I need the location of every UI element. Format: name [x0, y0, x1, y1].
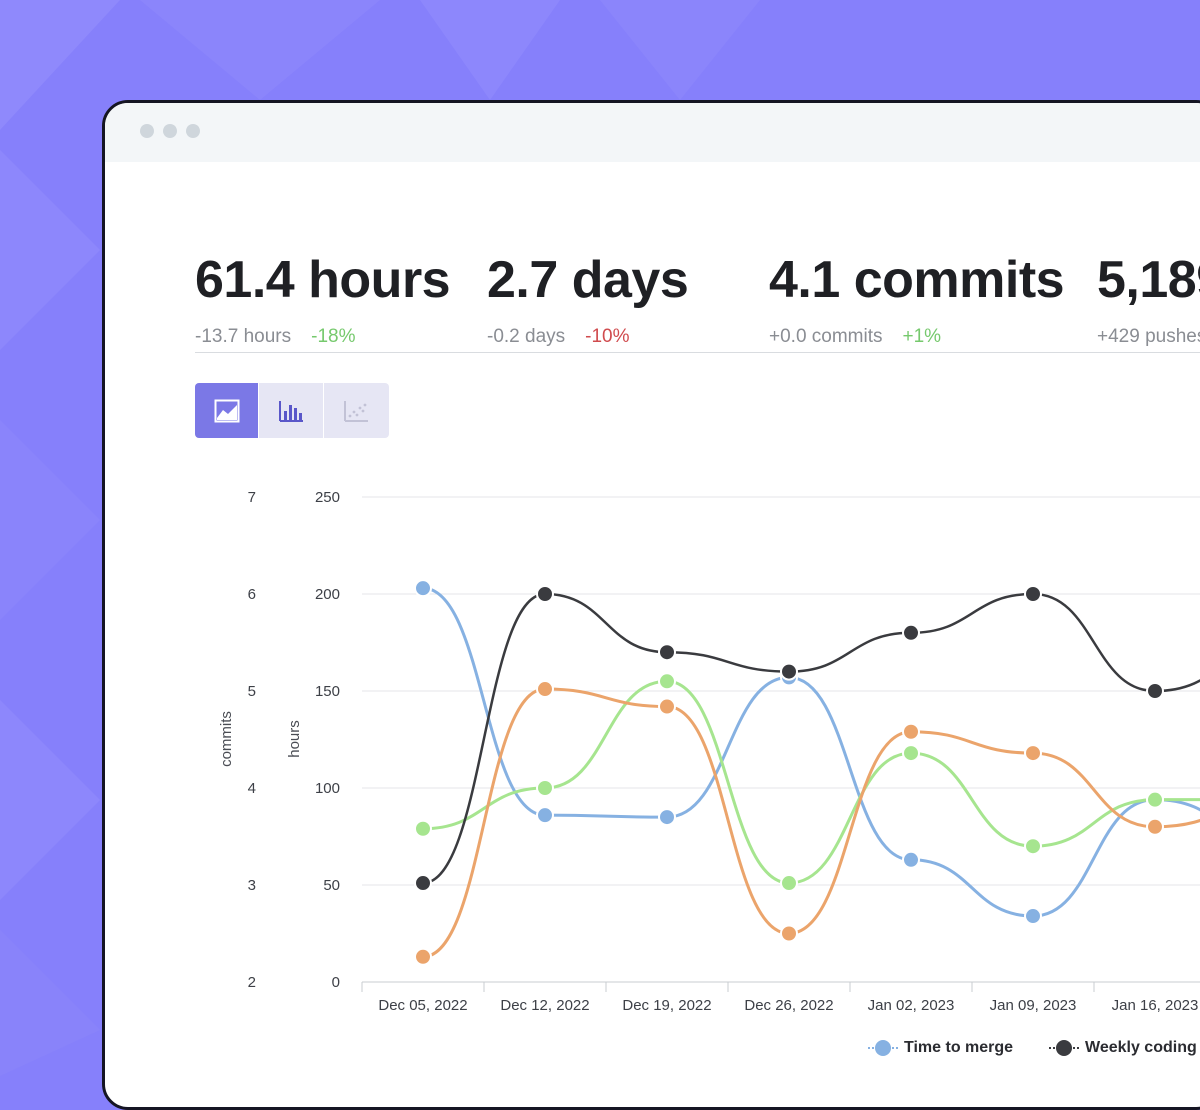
- x-tick-label: Dec 12, 2022: [500, 997, 589, 1014]
- y-tick-label-hours: 150: [315, 683, 340, 700]
- stat-delta-row: -0.2 days -10%: [487, 326, 630, 348]
- stat-pushes: 5,189 +429 pushes: [1097, 246, 1200, 347]
- data-point: [414, 579, 432, 598]
- data-point: [1146, 790, 1164, 809]
- y-tick-label-commits: 2: [248, 974, 256, 991]
- data-point: [414, 947, 432, 966]
- data-point: [780, 662, 798, 681]
- line-chart: 250 200 150 100 50 0 7 6 5 4 3 2 Dec 05, 2022 Dec 12,…: [218, 489, 1200, 1014]
- y-tick-label-commits: 6: [248, 586, 256, 603]
- stat-percent: -10%: [585, 326, 630, 347]
- browser-window: 61.4 hours -13.7 hours -18% 2.7 days -0.2…: [102, 100, 1200, 1110]
- x-tick-label: Dec 26, 2022: [744, 997, 833, 1014]
- y-tick-label-hours: 0: [332, 974, 340, 991]
- scatter-chart-icon: [343, 400, 368, 422]
- y-tick-label-hours: 50: [323, 877, 340, 894]
- data-point: [902, 722, 920, 741]
- y-axis-title-commits: commits: [218, 711, 235, 767]
- window-dot-icon: [186, 124, 200, 138]
- scatter-chart-button[interactable]: [324, 383, 387, 438]
- data-point: [902, 744, 920, 763]
- y-tick-label-hours: 250: [315, 489, 340, 506]
- data-point: [1024, 744, 1042, 763]
- data-point: [1024, 585, 1042, 603]
- data-point: [902, 623, 920, 642]
- stat-delta: +0.0 commits: [769, 326, 883, 347]
- stat-percent: +1%: [902, 326, 942, 347]
- series-line: [421, 687, 1200, 959]
- data-point: [902, 850, 920, 869]
- window-dot-icon: [163, 124, 177, 138]
- y-axis-title-hours: hours: [286, 720, 303, 758]
- data-point: [414, 874, 432, 893]
- stat-commits: 4.1 commits +0.0 commits +1%: [769, 246, 1065, 347]
- stat-delta: -13.7 hours: [195, 326, 292, 347]
- dashboard-content: 61.4 hours -13.7 hours -18% 2.7 days -0.2…: [105, 103, 1200, 1076]
- series-line: [421, 586, 1200, 918]
- window-titlebar: [105, 103, 1200, 162]
- series-line: [421, 592, 1200, 885]
- background-pattern: [0, 0, 1200, 1076]
- stat-value: 5,189: [1097, 251, 1200, 309]
- data-point: [1024, 907, 1042, 926]
- bar-chart-icon: [278, 400, 303, 422]
- x-tick-label: Dec 19, 2022: [622, 997, 711, 1014]
- data-point: [536, 680, 554, 699]
- toggle-divider: [323, 383, 324, 438]
- stat-percent: -18%: [311, 326, 356, 347]
- chart-type-toggle: [195, 383, 389, 438]
- legend-marker-icon: [1049, 1038, 1079, 1058]
- stat-value: 61.4 hours: [195, 251, 451, 309]
- data-point: [658, 672, 676, 691]
- series-line: [421, 679, 1200, 885]
- data-point: [414, 819, 432, 838]
- stat-delta: +429 pushes: [1097, 326, 1200, 347]
- stat-delta-row: +429 pushes: [1097, 326, 1200, 348]
- y-tick-label-commits: 4: [248, 780, 256, 797]
- x-tick-label: Dec 05, 2022: [378, 997, 467, 1014]
- stat-time-to-merge: 61.4 hours -13.7 hours -18%: [195, 246, 451, 347]
- y-tick-label-hours: 200: [315, 586, 340, 603]
- toggle-divider: [258, 383, 259, 438]
- data-point: [780, 924, 798, 943]
- legend-item-weekly-coding[interactable]: Weekly coding: [1049, 1038, 1197, 1058]
- x-tick-label: Jan 16, 2023: [1112, 997, 1199, 1014]
- stat-value: 4.1 commits: [769, 251, 1065, 309]
- data-point: [1146, 682, 1164, 700]
- area-chart-button[interactable]: [195, 383, 258, 438]
- x-tick-label: Jan 09, 2023: [990, 997, 1077, 1014]
- y-tick-label-hours: 100: [315, 780, 340, 797]
- data-point: [1146, 817, 1164, 836]
- data-point: [536, 585, 554, 603]
- stat-delta-row: -13.7 hours -18%: [195, 326, 355, 348]
- window-dot-icon: [140, 124, 154, 138]
- bar-chart-button[interactable]: [259, 383, 322, 438]
- data-point: [658, 697, 676, 716]
- x-tick-label: Jan 02, 2023: [868, 997, 955, 1014]
- stats-divider: [195, 352, 1200, 353]
- data-point: [658, 643, 676, 662]
- data-point: [780, 874, 798, 893]
- y-tick-label-commits: 3: [248, 877, 256, 894]
- legend-item-time-to-merge[interactable]: Time to merge: [868, 1038, 1013, 1058]
- data-point: [1024, 837, 1042, 856]
- stat-delta-row: +0.0 commits +1%: [769, 326, 941, 348]
- area-chart-icon: [214, 399, 239, 422]
- legend-label: Time to merge: [904, 1039, 1014, 1056]
- stat-cycle-time: 2.7 days -0.2 days -10%: [487, 246, 689, 347]
- y-tick-label-commits: 7: [248, 489, 256, 506]
- stat-delta: -0.2 days: [487, 326, 566, 347]
- legend-marker-icon: [868, 1038, 898, 1058]
- data-point: [536, 806, 554, 825]
- stat-value: 2.7 days: [487, 251, 689, 309]
- legend-label: Weekly coding: [1085, 1039, 1197, 1056]
- data-point: [658, 808, 676, 827]
- data-point: [536, 779, 554, 797]
- y-tick-label-commits: 5: [248, 683, 256, 700]
